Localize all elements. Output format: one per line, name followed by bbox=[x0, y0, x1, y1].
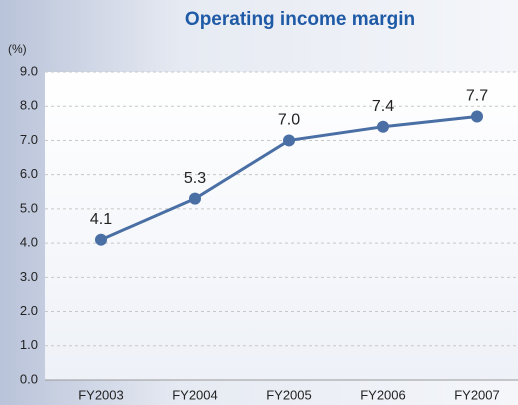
data-label: 5.3 bbox=[184, 170, 206, 187]
data-label: 4.1 bbox=[90, 211, 112, 228]
data-point bbox=[471, 110, 483, 123]
data-point bbox=[377, 120, 389, 133]
x-tick-label: FY2004 bbox=[172, 387, 218, 402]
x-tick-label: FY2007 bbox=[454, 387, 500, 402]
data-point bbox=[283, 134, 295, 147]
y-tick-label: 7.0 bbox=[20, 132, 38, 147]
y-tick-label: 2.0 bbox=[20, 303, 38, 318]
y-tick-label: 0.0 bbox=[20, 371, 38, 386]
x-tick-label: FY2005 bbox=[266, 387, 312, 402]
y-tick-label: 3.0 bbox=[20, 269, 38, 284]
y-axis-label: (%) bbox=[8, 42, 27, 56]
chart-title: Operating income margin bbox=[185, 9, 415, 30]
x-tick-label: FY2006 bbox=[360, 387, 406, 402]
data-point bbox=[95, 233, 107, 246]
data-label: 7.4 bbox=[372, 98, 394, 115]
y-tick-label: 4.0 bbox=[20, 235, 38, 250]
y-tick-label: 6.0 bbox=[20, 166, 38, 181]
plot-area bbox=[45, 72, 518, 380]
data-point bbox=[189, 192, 201, 205]
y-tick-label: 1.0 bbox=[20, 337, 38, 352]
y-tick-label: 8.0 bbox=[20, 98, 38, 113]
y-tick-label: 5.0 bbox=[20, 200, 38, 215]
x-tick-label: FY2003 bbox=[78, 387, 124, 402]
data-label: 7.7 bbox=[466, 88, 488, 105]
y-tick-label: 9.0 bbox=[20, 63, 38, 78]
data-label: 7.0 bbox=[278, 112, 300, 129]
